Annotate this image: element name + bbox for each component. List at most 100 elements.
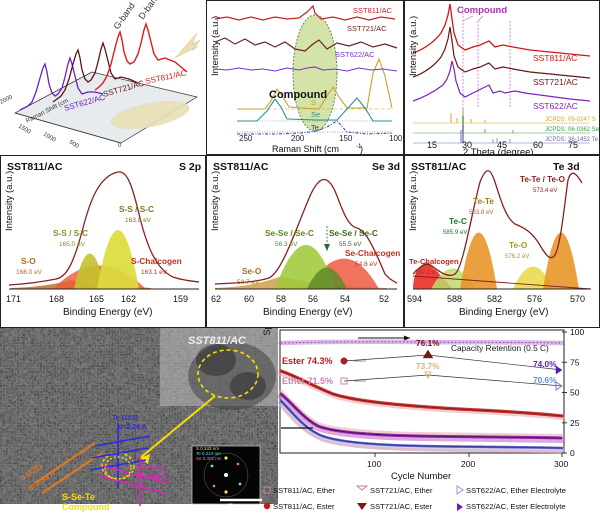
svg-text:73.7%: 73.7%	[416, 361, 440, 371]
svg-text:168.0 eV: 168.0 eV	[16, 269, 43, 276]
svg-text:Se-Se / Se-C: Se-Se / Se-C	[265, 228, 314, 238]
svg-text:54: 54	[340, 294, 350, 304]
svg-text:0: 0	[118, 143, 122, 149]
svg-text:165: 165	[89, 294, 104, 304]
svg-text:Te (101): Te (101)	[112, 415, 138, 422]
svg-text:SST811/AC: SST811/AC	[353, 6, 393, 15]
svg-text:SST721/AC: SST721/AC	[347, 24, 387, 33]
svg-text:Intensity (a.u.): Intensity (a.u.)	[210, 16, 221, 76]
svg-text:SST622/AC: SST622/AC	[335, 50, 375, 59]
svg-text:d=2.24 A: d=2.24 A	[118, 424, 147, 431]
svg-text:52: 52	[379, 294, 389, 304]
svg-text:588: 588	[447, 294, 462, 304]
svg-text:SST811/AC: SST811/AC	[411, 161, 467, 173]
svg-text:Intensity (a.u.): Intensity (a.u.)	[4, 171, 15, 231]
svg-text:SST811/AC, Ether: SST811/AC, Ether	[273, 486, 335, 495]
svg-text:Intensity (a.u.): Intensity (a.u.)	[408, 171, 419, 231]
svg-text:Compound: Compound	[62, 502, 110, 512]
svg-text:1000: 1000	[42, 132, 57, 144]
svg-text:582.2 eV: 582.2 eV	[415, 269, 440, 276]
svg-text:Binding Energy (eV): Binding Energy (eV)	[63, 307, 153, 318]
svg-text:0: 0	[570, 448, 575, 458]
svg-text:D-band: D-band	[136, 0, 161, 21]
svg-text:S-O: S-O	[21, 256, 36, 266]
svg-text:Ester 74.3%: Ester 74.3%	[282, 356, 333, 366]
svg-text:SST811/AC: SST811/AC	[7, 161, 63, 173]
svg-text:573.4 eV: 573.4 eV	[533, 187, 558, 194]
svg-text:SST721/AC: SST721/AC	[533, 77, 578, 87]
svg-text:594: 594	[407, 294, 422, 304]
svg-text:76.1%: 76.1%	[416, 338, 440, 348]
svg-text:d=3.02 A: d=3.02 A	[138, 474, 167, 481]
svg-text:2000: 2000	[0, 94, 14, 106]
svg-text:SST811/AC: SST811/AC	[533, 53, 577, 63]
svg-text:G-band: G-band	[111, 1, 136, 31]
svg-text:SST721/AC, Ether: SST721/AC, Ether	[370, 486, 433, 495]
svg-text:S-Se-Te: S-Se-Te	[62, 492, 95, 502]
svg-text:Te-Te: Te-Te	[473, 196, 494, 206]
svg-text:583.8 eV: 583.8 eV	[469, 209, 494, 216]
svg-text:54.8 eV: 54.8 eV	[355, 261, 378, 268]
svg-text:162: 162	[121, 294, 136, 304]
svg-text:Te 3d: Te 3d	[553, 161, 580, 173]
svg-text:JCPDS: 08-0247 S: JCPDS: 08-0247 S	[545, 117, 596, 123]
svg-text:2 Theta (degree): 2 Theta (degree)	[463, 147, 534, 155]
svg-text:500: 500	[68, 140, 80, 151]
svg-text:Cycle Number: Cycle Number	[391, 471, 451, 482]
svg-text:300: 300	[554, 459, 568, 469]
svg-text:165.0 eV: 165.0 eV	[59, 241, 86, 248]
svg-text:SST811/AC: SST811/AC	[188, 335, 247, 347]
svg-text:576.2 eV: 576.2 eV	[505, 253, 530, 260]
svg-text:15: 15	[427, 140, 437, 150]
svg-text:S-S / S-C: S-S / S-C	[119, 204, 154, 214]
svg-text:Se: Se	[311, 110, 320, 119]
svg-text:75: 75	[570, 358, 580, 368]
svg-text:60: 60	[244, 294, 254, 304]
svg-text:Binding Energy (eV): Binding Energy (eV)	[459, 307, 549, 318]
svg-text:S-Chalcogen: S-Chalcogen	[131, 256, 182, 266]
svg-text:1500: 1500	[17, 124, 32, 136]
svg-text:S-S / S-C: S-S / S-C	[53, 228, 88, 238]
svg-text:Binding Energy (eV): Binding Energy (eV)	[263, 307, 353, 318]
svg-text:Compound: Compound	[457, 5, 507, 16]
svg-text:Intensity (a.u.): Intensity (a.u.)	[408, 16, 419, 76]
svg-text:SST622/AC, Ester Electrolyte: SST622/AC, Ester Electrolyte	[466, 502, 566, 511]
svg-text:250: 250	[239, 134, 253, 143]
svg-text:56.3 eV: 56.3 eV	[275, 241, 298, 248]
svg-text:SST622/AC, Ether Electrolyte: SST622/AC, Ether Electrolyte	[466, 486, 566, 495]
svg-text:Te-Te / Te-O: Te-Te / Te-O	[520, 175, 565, 184]
svg-text:168: 168	[49, 294, 64, 304]
svg-text:Se-Se / Se-C: Se-Se / Se-C	[329, 228, 378, 238]
svg-text:Se-Chalcogen: Se-Chalcogen	[345, 248, 400, 258]
svg-text:Te-C: Te-C	[449, 216, 467, 226]
svg-text:Ether 71.5%: Ether 71.5%	[282, 376, 333, 386]
svg-text:SST622/AC: SST622/AC	[533, 101, 578, 111]
svg-text:200: 200	[291, 134, 305, 143]
svg-text:582: 582	[487, 294, 502, 304]
svg-text:55.5 eV: 55.5 eV	[339, 241, 362, 248]
svg-text:74.0%: 74.0%	[533, 359, 557, 369]
svg-text:75: 75	[568, 140, 578, 150]
svg-text:SST811/AC: SST811/AC	[213, 161, 269, 173]
svg-text:Se 0.302 nm: Se 0.302 nm	[196, 456, 222, 461]
svg-text:576: 576	[527, 294, 542, 304]
svg-text:570: 570	[570, 294, 585, 304]
svg-text:163.8 eV: 163.8 eV	[125, 217, 152, 224]
svg-text:585.9 eV: 585.9 eV	[443, 229, 468, 236]
svg-text:163.1 eV: 163.1 eV	[141, 269, 168, 276]
svg-text:Compound: Compound	[269, 89, 327, 101]
svg-text:100: 100	[367, 459, 381, 469]
svg-text:25: 25	[570, 418, 580, 428]
svg-text:SST721/AC, Ester: SST721/AC, Ester	[370, 502, 433, 511]
svg-text:62: 62	[211, 294, 221, 304]
svg-text:150: 150	[339, 134, 353, 143]
svg-text:Se 3d: Se 3d	[372, 161, 400, 173]
svg-text:56: 56	[308, 294, 318, 304]
svg-text:Te: Te	[311, 123, 319, 132]
svg-text:Te-Chalcogen: Te-Chalcogen	[409, 257, 459, 266]
svg-text:S 2p: S 2p	[179, 161, 201, 173]
svg-text:Te-O: Te-O	[509, 240, 528, 250]
svg-text:60: 60	[533, 140, 543, 150]
svg-text:171: 171	[6, 294, 21, 304]
svg-text:159: 159	[173, 294, 188, 304]
